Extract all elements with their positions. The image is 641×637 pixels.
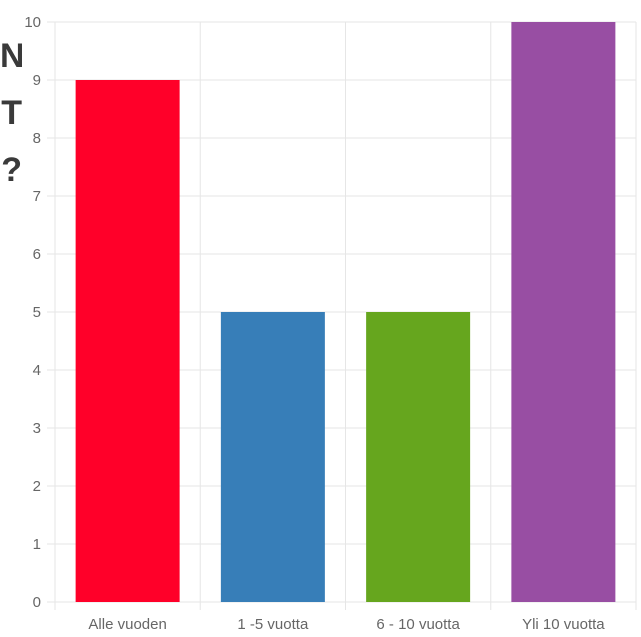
y-tick-label: 9 [33,72,41,89]
y-tick-label: 4 [33,362,41,379]
bar-1 [75,80,180,602]
y-tick-label: 8 [33,130,41,147]
y-tick-label: 3 [33,420,41,437]
bar-3 [366,312,471,602]
heading-line-3: ? [1,151,22,189]
y-tick-label: 2 [33,478,41,495]
heading-line-2: T [1,94,22,132]
bar-2 [220,312,325,602]
heading-line-1: N [0,37,22,75]
y-tick-label: 1 [33,536,41,553]
x-category-label: 1 -5 vuotta [237,616,309,633]
x-category-label: Yli 10 vuotta [522,616,605,633]
bar-4 [511,22,616,602]
y-tick-label: 0 [33,594,41,611]
x-category-label: 6 - 10 vuotta [376,616,460,633]
y-tick-label: 7 [33,188,41,205]
x-category-label: Alle vuoden [88,616,166,633]
y-tick-label: 6 [33,246,41,263]
y-tick-label: 5 [33,304,41,321]
y-tick-label: 10 [24,14,41,31]
question-heading-fragment: N T ? [0,28,22,199]
